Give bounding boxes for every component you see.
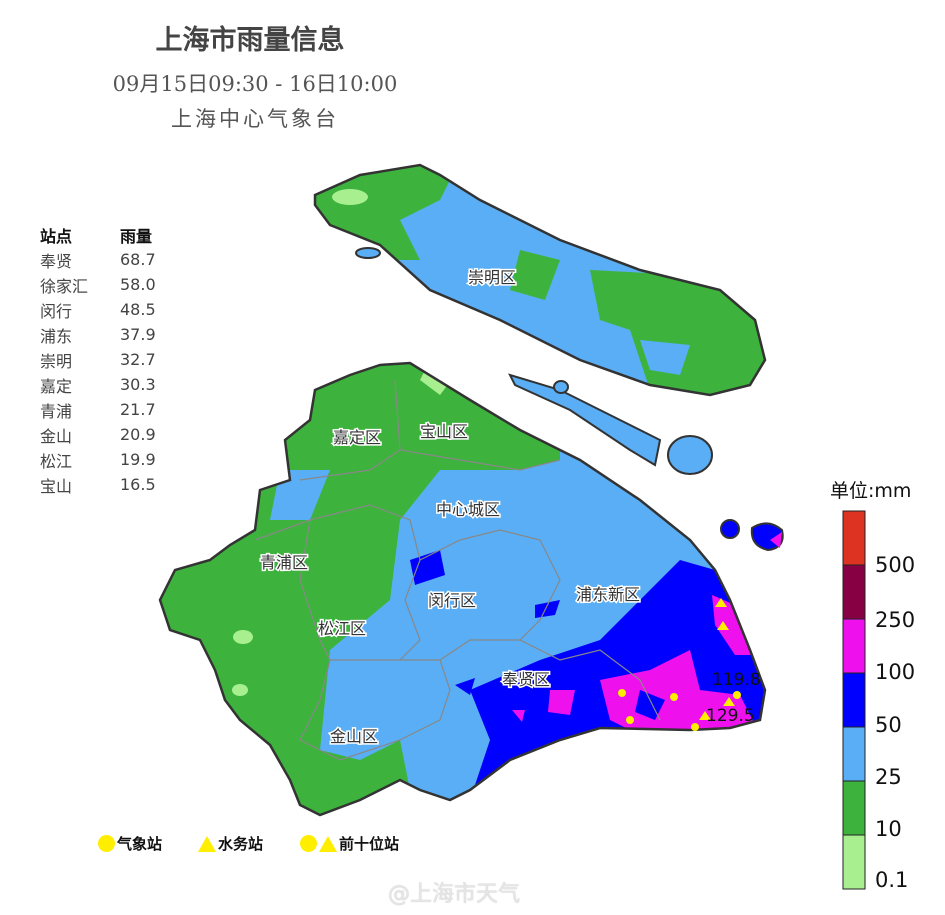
table-row: 徐家汇 58.0 <box>40 272 156 297</box>
rainfall-value: 16.5 <box>120 475 156 494</box>
color-scale-bar <box>842 510 866 890</box>
district-label-baoshan: 宝山区 <box>420 422 468 441</box>
time-period: 09月15日09:30 - 16日10:00 <box>112 72 398 96</box>
station-name: 宝山 <box>40 476 73 496</box>
met-station-marker[interactable] <box>670 693 678 701</box>
district-label-minhang: 闵行区 <box>428 591 476 610</box>
met-station-marker[interactable] <box>626 716 634 724</box>
rainfall-value: 21.7 <box>120 400 156 419</box>
color-scale-swatch <box>842 618 866 674</box>
color-scale-swatch <box>842 780 866 836</box>
station-rainfall-table: 站点 雨量 奉贤 68.7 徐家汇 58.0 闵行 48.5 浦东 37.9 崇明 32.7 嘉定 3… <box>40 222 156 497</box>
triangle-icon <box>319 835 337 852</box>
district-label-fengxian: 奉贤区 <box>502 670 550 689</box>
scale-tick: 500 <box>875 553 916 577</box>
district-boundaries <box>254 379 661 761</box>
legend-water-station: 水务站 <box>198 833 263 854</box>
water-station-marker[interactable] <box>723 697 735 706</box>
station-markers <box>618 598 741 731</box>
unit-label: 单位:mm <box>830 480 912 502</box>
station-name: 闵行 <box>40 301 73 321</box>
table-header: 站点 雨量 <box>40 222 156 247</box>
water-station-marker[interactable] <box>715 598 727 607</box>
legend-top-ten: 前十位站 <box>300 833 399 854</box>
circle-icon <box>98 835 115 852</box>
station-name: 徐家汇 <box>40 276 89 296</box>
scale-tick: 100 <box>875 660 916 684</box>
small-island <box>720 519 740 539</box>
table-row: 奉贤 68.7 <box>40 247 156 272</box>
station-name: 奉贤 <box>40 251 73 271</box>
watermark: @上海市天气 <box>388 882 521 907</box>
hengsha-island <box>667 435 713 475</box>
district-label-pudong: 浦东新区 <box>576 585 640 604</box>
table-row: 闵行 48.5 <box>40 297 156 322</box>
color-scale-swatch <box>842 564 866 620</box>
rainfall-value: 20.9 <box>120 425 156 444</box>
district-label-songjiang: 松江区 <box>318 619 366 638</box>
rainfall-annotation: 129.5 <box>706 706 755 726</box>
station-name: 崇明 <box>40 351 73 371</box>
scale-tick: 25 <box>875 765 902 789</box>
met-station-marker[interactable] <box>733 691 741 699</box>
table-row: 宝山 16.5 <box>40 472 156 497</box>
table-row: 松江 19.9 <box>40 447 156 472</box>
map-title: 上海市雨量信息 <box>155 25 345 56</box>
district-label-chongming: 崇明区 <box>468 268 516 287</box>
table-row: 金山 20.9 <box>40 422 156 447</box>
table-row: 浦东 37.9 <box>40 322 156 347</box>
color-scale-swatch <box>842 510 866 566</box>
district-label-jinshan: 金山区 <box>330 727 378 746</box>
rainfall-value: 30.3 <box>120 375 156 394</box>
circle-icon <box>300 835 317 852</box>
scale-tick: 10 <box>875 817 902 841</box>
header-rainfall: 雨量 <box>120 226 153 246</box>
mainland-outline <box>158 361 767 817</box>
water-station-marker[interactable] <box>717 621 729 630</box>
met-station-marker[interactable] <box>618 689 626 697</box>
color-scale-swatch <box>842 672 866 728</box>
station-name: 松江 <box>40 451 73 471</box>
water-station-marker[interactable] <box>699 711 711 720</box>
rainfall-value: 37.9 <box>120 325 156 344</box>
legend-label: 水务站 <box>218 835 264 853</box>
color-scale-swatch <box>842 726 866 782</box>
legend-met-station: 气象站 <box>98 833 162 854</box>
station-name: 嘉定 <box>40 376 73 396</box>
legend-label: 前十位站 <box>339 835 400 853</box>
issuer: 上海中心气象台 <box>171 107 339 131</box>
scale-tick: 0.1 <box>875 868 909 892</box>
table-row: 青浦 21.7 <box>40 397 156 422</box>
station-name: 金山 <box>40 426 73 446</box>
rainfall-value: 48.5 <box>120 300 156 319</box>
station-name: 浦东 <box>40 326 73 346</box>
rainfall-annotation: 119.8 <box>712 670 761 690</box>
table-row: 嘉定 30.3 <box>40 372 156 397</box>
rainfall-value: 32.7 <box>120 350 156 369</box>
header-station: 站点 <box>40 226 73 246</box>
scale-tick: 250 <box>875 608 916 632</box>
rainfall-value: 19.9 <box>120 450 156 469</box>
district-label-jiading: 嘉定区 <box>333 428 381 447</box>
rainfall-value: 58.0 <box>120 275 156 294</box>
small-island <box>355 247 381 259</box>
triangle-icon <box>198 835 216 852</box>
color-scale-swatch <box>842 834 866 890</box>
legend-label: 气象站 <box>117 835 163 853</box>
district-label-qingpu: 青浦区 <box>260 553 308 572</box>
scale-tick: 50 <box>875 713 902 737</box>
district-label-central: 中心城区 <box>436 500 500 519</box>
table-row: 崇明 32.7 <box>40 347 156 372</box>
changxing-island <box>508 373 662 467</box>
station-name: 青浦 <box>40 401 73 421</box>
met-station-marker[interactable] <box>691 723 699 731</box>
rainfall-value: 68.7 <box>120 250 156 269</box>
chongming-island <box>315 165 765 395</box>
